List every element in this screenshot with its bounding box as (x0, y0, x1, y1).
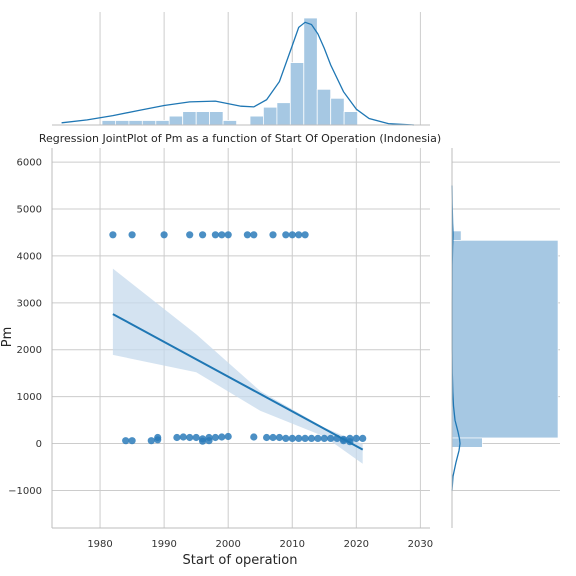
scatter-point (179, 433, 187, 441)
scatter-point (224, 231, 232, 239)
marginal-x-bar (168, 115, 184, 126)
marginal-x-bar (128, 120, 143, 126)
main-gridlines (52, 148, 430, 528)
scatter-point (218, 231, 226, 239)
scatter-point (128, 437, 136, 445)
scatter-point (199, 437, 207, 445)
scatter-point (128, 231, 136, 239)
x-tick-label: 2010 (280, 539, 305, 550)
marginal-y-bar (451, 240, 559, 439)
scatter-points-layer (109, 231, 367, 446)
scatter-point (301, 231, 309, 239)
scatter-point (186, 433, 194, 442)
marginal-x-bar (316, 88, 332, 126)
marginal-x-bar (195, 111, 211, 126)
marginal-x-bar (262, 106, 278, 126)
scatter-point (211, 433, 219, 442)
y-tick-label: 1000 (17, 392, 42, 403)
marginal-x-bar (343, 111, 359, 126)
regression-line-layer (112, 313, 364, 451)
scatter-point (263, 433, 271, 442)
scatter-point (243, 231, 251, 239)
scatter-point (160, 231, 168, 239)
chart-title: Regression JointPlot of Pm as a function… (39, 132, 441, 145)
scatter-point (301, 434, 309, 442)
scatter-point (352, 434, 360, 442)
marginal-x-bar (222, 120, 238, 126)
marginal-x-bar (141, 120, 157, 126)
scatter-point (154, 433, 162, 442)
scatter-point (269, 433, 277, 442)
marginal-x-bar (249, 115, 264, 126)
scatter-point (288, 434, 296, 442)
scatter-point (295, 231, 303, 239)
scatter-point (250, 433, 258, 441)
x-tick-label: 2020 (344, 539, 369, 550)
marginal-x-bar (155, 120, 170, 126)
x-tick-label: 1990 (151, 539, 176, 550)
scatter-point (314, 434, 322, 442)
marginal-x-bar (209, 111, 224, 126)
scatter-point (269, 231, 277, 239)
scatter-point (320, 434, 328, 442)
y-tick-label: 3000 (17, 298, 42, 309)
scatter-point (109, 231, 117, 239)
scatter-point (211, 231, 219, 239)
scatter-point (282, 434, 290, 442)
scatter-point (307, 434, 316, 442)
marginal-x-kde-curve (61, 21, 415, 126)
y-tick-label: −1000 (8, 486, 42, 497)
x-tick-label: 2030 (408, 539, 433, 550)
marginal-x-bar (182, 111, 197, 126)
marginal-x-bar (303, 17, 318, 126)
marginal-x-bar (330, 97, 345, 126)
regression-line (112, 313, 364, 451)
marginal-x-bar (101, 120, 116, 126)
marginal-x-bar (115, 120, 130, 126)
scatter-point (250, 231, 258, 239)
scatter-point (288, 231, 296, 239)
scatter-point (282, 231, 290, 239)
main-axes (51, 148, 430, 529)
x-tick-label: 2000 (215, 539, 240, 550)
scatter-point (218, 433, 226, 441)
x-tick-label: 1980 (87, 539, 112, 550)
scatter-point (147, 437, 155, 445)
marginal-x-bar (289, 62, 305, 126)
scatter-point (199, 231, 207, 239)
scatter-point (275, 433, 283, 442)
scatter-point (359, 434, 367, 442)
y-tick-label: 4000 (17, 251, 42, 262)
x-axis-label: Start of operation (183, 553, 298, 568)
y-tick-label: 6000 (17, 158, 42, 169)
scatter-point (327, 434, 335, 442)
scatter-point (224, 432, 232, 441)
scatter-point (192, 433, 200, 442)
y-axis-label: Pm (0, 327, 15, 348)
y-tick-label: 0 (36, 439, 42, 450)
y-tick-label: 2000 (17, 345, 42, 356)
scatter-point (205, 437, 213, 445)
scatter-point (186, 231, 194, 239)
marginal-x-bar (276, 102, 291, 126)
scatter-point (122, 437, 130, 445)
marginal-y-bar (451, 437, 483, 448)
marginal-x-histogram (52, 12, 430, 126)
scatter-point (173, 433, 181, 442)
y-tick-label: 5000 (17, 204, 42, 215)
scatter-point (295, 434, 303, 442)
marginal-y-histogram (451, 148, 560, 528)
tick-labels: 1980 1990 2000 2010 2020 2030 −1000 0 1000 2000 30… (8, 158, 433, 550)
